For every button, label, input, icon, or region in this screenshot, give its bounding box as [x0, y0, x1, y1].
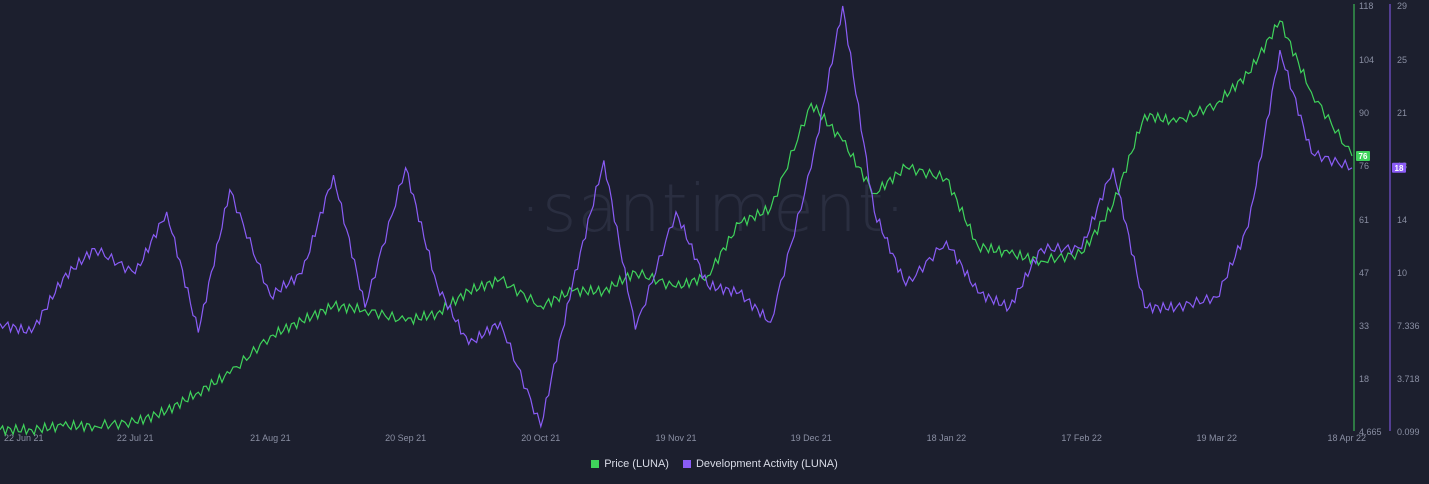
price-axis-tick-label: 90 — [1359, 108, 1369, 118]
price-series-line — [0, 20, 1353, 437]
x-axis-tick-label: 18 Apr 22 — [1327, 433, 1366, 443]
price-axis-tick-label: 18 — [1359, 374, 1369, 384]
legend-swatch-price — [591, 460, 600, 468]
dev-activity-series-line — [0, 5, 1353, 429]
price-axis-tick-label: 33 — [1359, 321, 1369, 331]
x-axis-tick-label: 22 Jul 21 — [117, 433, 154, 443]
x-axis-tick-label: 21 Aug 21 — [250, 433, 291, 443]
price-axis-tick-label: 76 — [1359, 161, 1369, 171]
legend: Price (LUNA) Development Activity (LUNA) — [0, 458, 1429, 470]
price-axis-tick-label: 118 — [1359, 1, 1373, 11]
dev-axis-tick-label: 29 — [1397, 1, 1407, 11]
dev-axis-tick-label: 25 — [1397, 55, 1407, 65]
legend-label-dev-activity: Development Activity (LUNA) — [695, 458, 838, 470]
price-axis-tick-label: 47 — [1359, 268, 1369, 278]
x-axis-tick-label: 19 Dec 21 — [791, 433, 832, 443]
dev-axis-tick-label: 14 — [1397, 215, 1407, 225]
dev-axis-tick-label: 7.336 — [1397, 321, 1420, 331]
legend-label-price: Price (LUNA) — [604, 458, 669, 470]
dev-axis-tick-label: 21 — [1397, 108, 1407, 118]
x-axis-tick-label: 22 Jun 21 — [4, 433, 44, 443]
price-current-value: 76 — [1359, 152, 1368, 161]
legend-item-price[interactable]: Price (LUNA) — [591, 458, 669, 470]
watermark: ·santiment· — [520, 170, 907, 247]
x-axis-tick-label: 20 Oct 21 — [521, 433, 560, 443]
dev-current-value: 18 — [1395, 164, 1404, 173]
x-axis-tick-label: 19 Mar 22 — [1197, 433, 1238, 443]
dev-axis-tick-label: 0.099 — [1397, 427, 1420, 437]
dev-axis-tick-label: 3.718 — [1397, 374, 1420, 384]
legend-swatch-dev-activity — [682, 460, 691, 468]
price-axis-tick-label: 4.665 — [1359, 427, 1382, 437]
dev-axis-tick-label: 10 — [1397, 268, 1407, 278]
x-axis-tick-label: 18 Jan 22 — [927, 433, 967, 443]
legend-item-dev-activity[interactable]: Development Activity (LUNA) — [682, 458, 838, 470]
x-axis-tick-label: 17 Feb 22 — [1061, 433, 1102, 443]
dev-current-badge — [1392, 162, 1406, 173]
x-axis-tick-label: 20 Sep 21 — [385, 433, 426, 443]
price-axis-tick-label: 61 — [1359, 215, 1369, 225]
price-axis-tick-label: 104 — [1359, 55, 1374, 65]
x-axis-tick-label: 19 Nov 21 — [655, 433, 696, 443]
price-current-badge — [1356, 150, 1370, 161]
